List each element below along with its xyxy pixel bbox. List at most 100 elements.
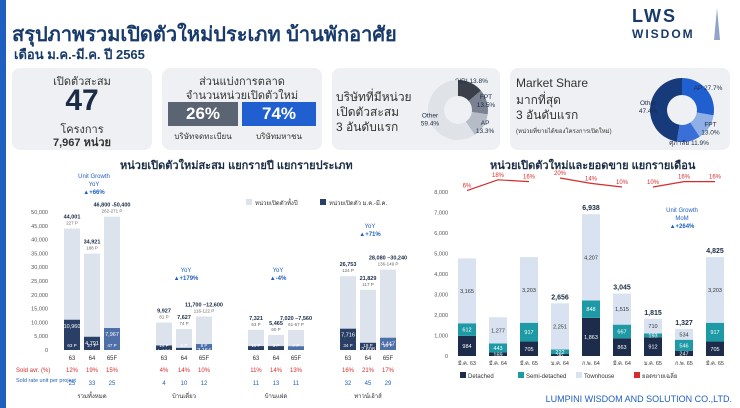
bar-full-sub: 262-271 P (102, 209, 123, 214)
bar-value-label: 546 (679, 343, 688, 349)
bar-value-label: 193 (648, 333, 657, 339)
bar-value-label: 863 (617, 345, 626, 351)
market-slice-label-3: Other (640, 100, 657, 107)
y-tick-label: 40,000 (31, 238, 48, 244)
x-category-label: มี.ค. 65 (520, 360, 538, 367)
y-tick-label: 35,000 (31, 251, 48, 257)
market-slice-label-0: AP 27.7% (694, 85, 723, 92)
bar-q1-sub: 19 P (363, 343, 372, 348)
bar-detached (675, 350, 693, 356)
bar-q1-sub: 6 P (181, 343, 188, 348)
group-name: รวมทั้งหมด (77, 390, 106, 400)
x-category-label: ก.พ. 64 (582, 361, 600, 367)
legend-swatch (634, 372, 640, 378)
top3-slice-label-3: 59.4% (421, 120, 440, 127)
kpi-top3-panel: บริษัทที่มีหน่วย เปิดตัวสะสม 3 อันดับแรก… (332, 68, 500, 150)
bar-semi-detached (706, 322, 724, 342)
sold-avg-value: 12% (66, 368, 79, 374)
market-slice-3 (650, 78, 682, 142)
legend-label: Detached (468, 374, 494, 380)
bar-q1-label: 7,716 (341, 333, 355, 339)
x-category-label: 63 (253, 356, 260, 362)
sold-avg-value: 21% (362, 368, 375, 374)
kpi-top3-line1: บริษัทที่มีหน่วย (336, 90, 412, 104)
kpi-launch-label: เปิดตัวสะสม (53, 76, 111, 88)
legend-swatch-q1 (320, 199, 326, 205)
logo-line2: WISDOM (632, 27, 695, 41)
bar-townhouse (520, 257, 538, 323)
bar-total-label: 3,045 (613, 285, 631, 292)
kpi-share-panel: ส่วนแบ่งการตลาด จำนวนหน่วยเปิดตัวใหม่ 26… (162, 68, 322, 150)
y-tick-label: 10,000 (31, 320, 48, 326)
kpi-share-title1: ส่วนแบ่งการตลาด (199, 76, 285, 88)
bar-full-sub: 74 P (179, 321, 188, 326)
sold-avg-value: 17% (382, 368, 395, 374)
bar-detached (551, 354, 569, 356)
top3-slice-0 (458, 80, 481, 101)
bar-value-label: 3,203 (708, 288, 722, 294)
bar-q1-label: 7,967 (105, 332, 119, 338)
growth-sub: YoY (89, 182, 100, 188)
bar-full-sub: 227 P (66, 221, 78, 226)
x-category-label: มี.ค. 63 (458, 360, 476, 367)
bar-full (176, 328, 192, 350)
sold-avg-label: Sold avr. (%) (16, 368, 50, 374)
y-tick-label: 0 (445, 354, 448, 360)
bar-full-label: 7,627 (177, 315, 191, 321)
page-subtitle: เดือน ม.ค.-มี.ค. ปี 2565 (14, 47, 145, 62)
bar-detached (613, 338, 631, 356)
y-tick-label: 5,000 (434, 252, 448, 258)
bar-value-label: 848 (586, 307, 595, 313)
kpi-launch-value: 47 (65, 84, 99, 117)
sold-rate-label: Sold rate unit per project (16, 378, 76, 384)
growth-value: ▲+66% (83, 190, 105, 196)
bar-full (156, 322, 172, 350)
bar-q1 (288, 346, 304, 350)
market-slice-0 (682, 78, 714, 116)
bar-value-label: 1,863 (584, 335, 598, 341)
right-chart-title: หน่วยเปิดตัวใหม่และยอดขาย แยกรายเดือน (490, 160, 696, 172)
bar-value-label: 534 (679, 332, 688, 338)
bar-q1-label: 10,960 (64, 324, 81, 330)
legend-swatch (518, 372, 524, 378)
x-category-label: ก.พ. 65 (675, 361, 693, 367)
y-tick-label: 25,000 (31, 279, 48, 285)
kpi-market-note: (หน่วยที่ขายได้ของโครงการเปิดใหม่) (516, 129, 612, 135)
tower-icon (714, 8, 720, 40)
bar-townhouse (489, 317, 507, 344)
bar-q1 (380, 337, 396, 350)
bar-value-label: 2,251 (553, 324, 567, 330)
growth-sub: YoY (181, 268, 192, 274)
x-category-label: 65F (107, 356, 118, 362)
growth-value: ▲-4% (270, 276, 287, 282)
bar-q1-sub: 8 P (201, 343, 208, 348)
kpi-market-line3: 3 อันดับแรก (516, 108, 579, 122)
bar-full-sub: 60 P (271, 327, 280, 332)
legend-label: Semi-detached (526, 374, 566, 380)
bar-full (248, 329, 264, 350)
bar-value-label: 705 (710, 347, 719, 353)
bar-full (360, 289, 376, 350)
kpi-top3-line3: 3 อันดับแรก (336, 120, 399, 134)
bar-full-sub: 63 P (251, 322, 260, 327)
sold-line-label: 6% (463, 184, 472, 190)
bar-value-label: 3,165 (460, 289, 474, 295)
bar-full-label: 21,829 (360, 276, 377, 282)
market-slice-label-1: 13.0% (701, 130, 720, 137)
sold-line-label: 16% (678, 175, 691, 181)
bar-value-label: 4,207 (584, 255, 598, 261)
bar-value-label: 984 (462, 344, 471, 350)
sold-line-label: 10% (616, 180, 629, 186)
bar-q1 (360, 342, 376, 350)
bar-semi-detached (675, 339, 693, 351)
bar-detached (520, 341, 538, 356)
y-tick-label: 1,000 (434, 334, 448, 340)
x-category-label: 63 (345, 356, 352, 362)
y-tick-label: 20,000 (31, 293, 48, 299)
top3-slice-label-2: 13.3% (476, 128, 495, 135)
sold-line-label: 14% (585, 176, 598, 182)
bar-q1-label: 1,421 (249, 350, 263, 356)
bar-full-label: 11,700 –12,600 (185, 302, 223, 308)
accent-bar (0, 0, 6, 408)
bar-total-label: 1,815 (644, 310, 662, 317)
